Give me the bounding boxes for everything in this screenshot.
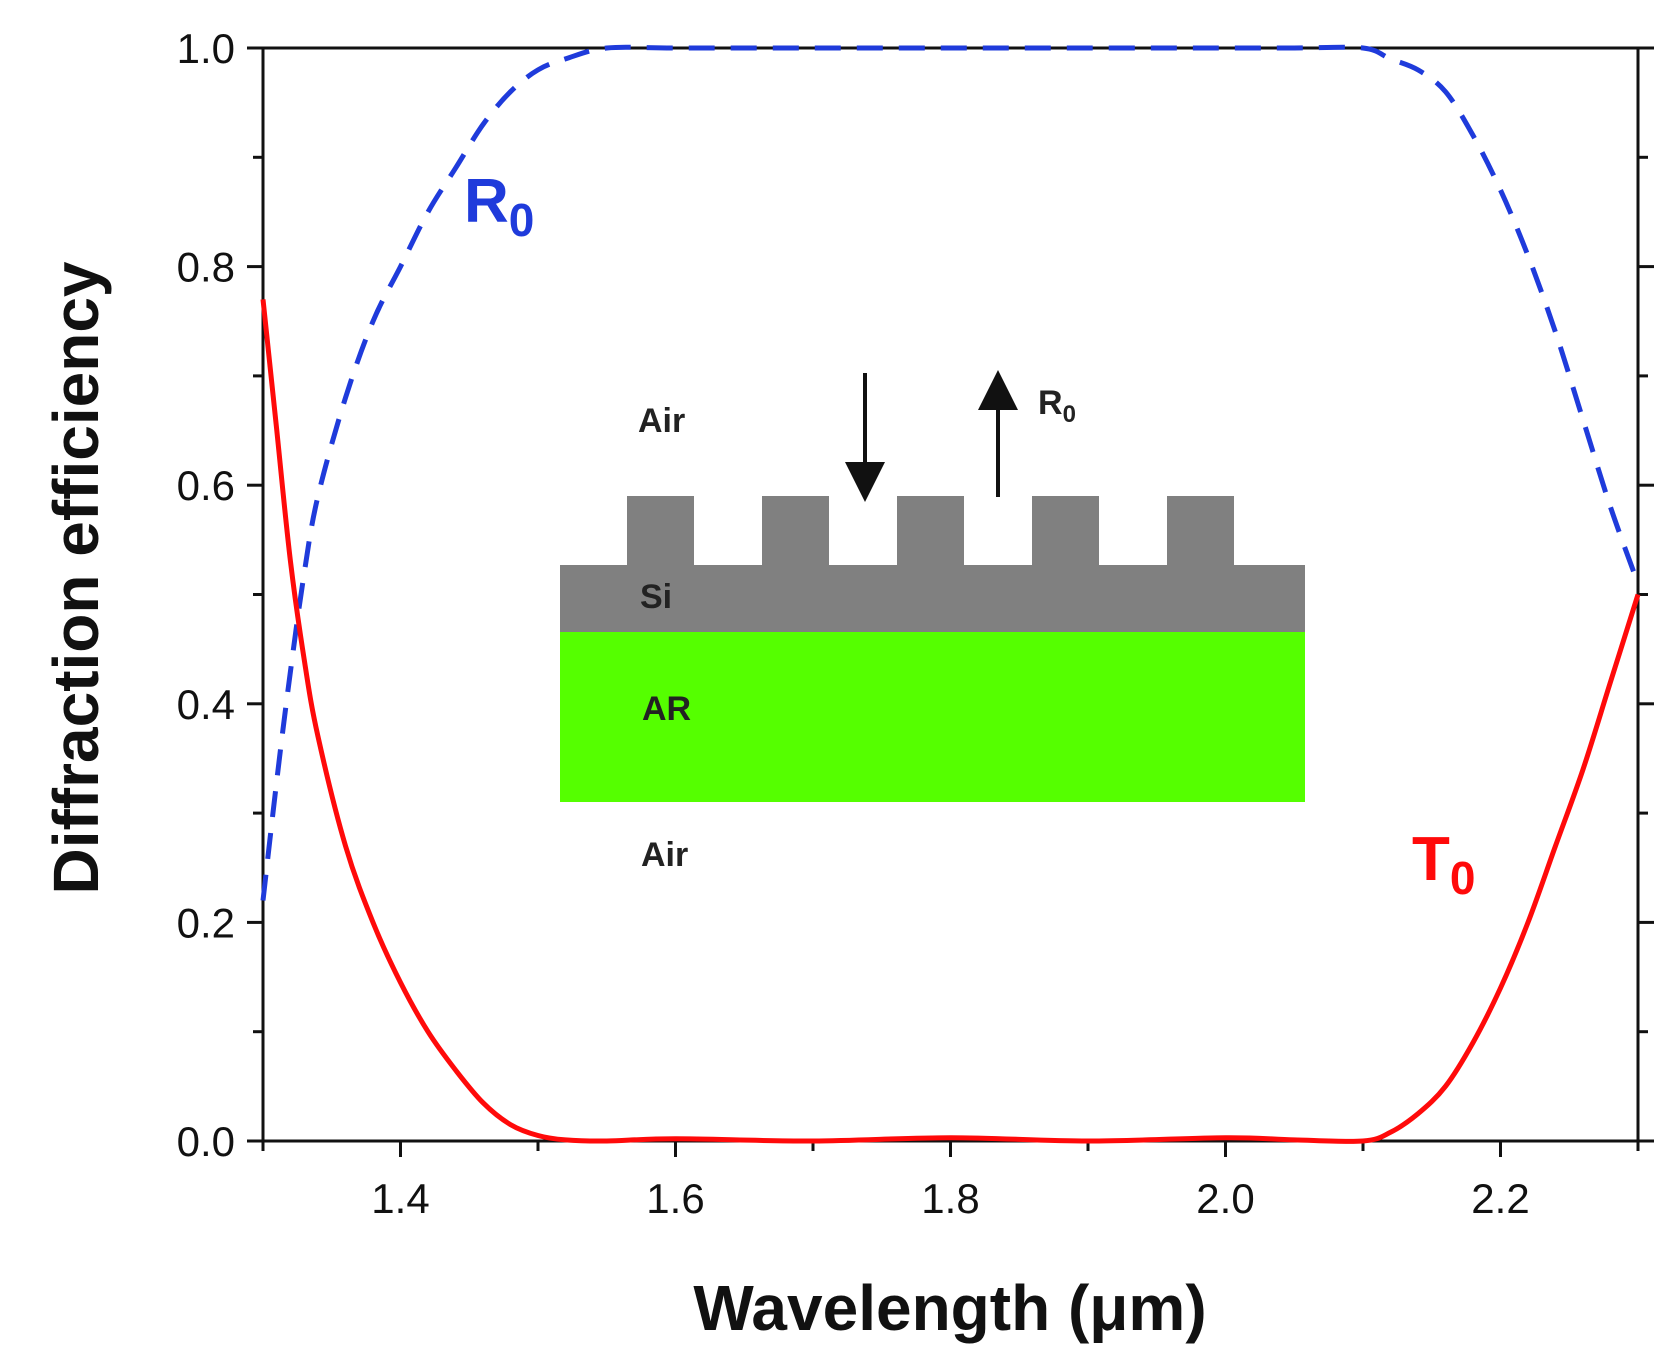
x-tick-label: 1.6 — [646, 1175, 704, 1222]
r0-series-label: R0 — [464, 167, 534, 246]
x-axis: 1.4 1.6 1.8 2.0 2.2 — [261, 1141, 1640, 1222]
ar-layer — [560, 632, 1305, 802]
r0-series-line — [260, 44, 1641, 901]
x-tick-label: 1.8 — [921, 1175, 979, 1222]
y-axis-title: Diffraction efficiency — [40, 261, 112, 894]
y-tick-label: 0.4 — [177, 681, 235, 728]
x-axis-title: Wavelength (μm) — [693, 1272, 1206, 1344]
air-top-label: Air — [638, 402, 685, 440]
y-tick-label: 0.8 — [177, 244, 235, 291]
x-tick-label: 2.2 — [1471, 1175, 1529, 1222]
inset-grating-diagram: Air Si AR Air R0 — [560, 370, 1305, 874]
reflection-label: R0 — [1038, 384, 1076, 428]
t0-series-line — [260, 299, 1641, 1144]
y-tick-label: 1.0 — [177, 25, 235, 72]
air-bottom-label: Air — [641, 836, 688, 874]
y-tick-label: 0.2 — [177, 899, 235, 946]
si-grating-layer — [560, 496, 1305, 632]
y-tick-label: 0.0 — [177, 1118, 235, 1165]
ar-label: AR — [642, 690, 691, 728]
y-axis: 0.0 0.2 0.4 0.6 0.8 1.0 — [177, 25, 1654, 1165]
y-tick-label: 0.6 — [177, 462, 235, 509]
t0-series-label: T0 — [1412, 825, 1475, 904]
x-tick-label: 1.4 — [371, 1175, 429, 1222]
x-tick-label: 2.0 — [1196, 1175, 1254, 1222]
si-label: Si — [640, 578, 672, 616]
